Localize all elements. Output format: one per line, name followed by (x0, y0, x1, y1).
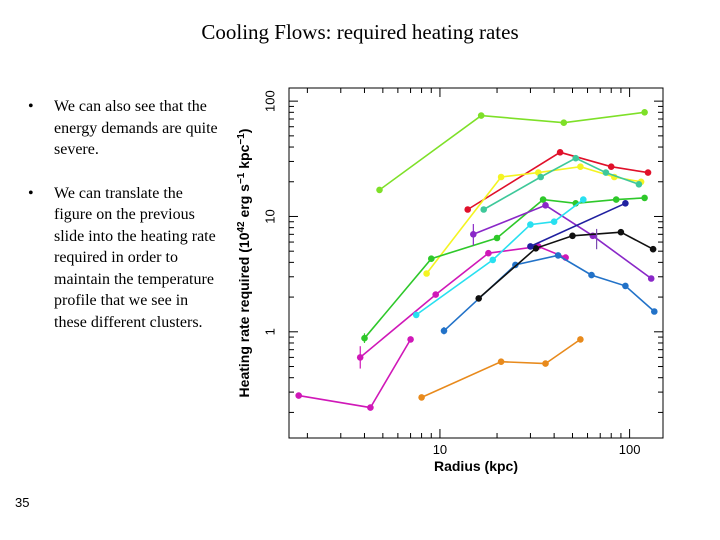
data-point-black (649, 245, 657, 253)
heating-rate-chart: 10 100 1 10 100 Radius (kpc) Heating rate re… (236, 87, 664, 474)
data-point-teal-green (602, 169, 610, 176)
data-point-green (539, 196, 547, 203)
series-line-purple (473, 204, 652, 280)
bullet-item: • We can also see that the energy demand… (28, 96, 218, 161)
series-line-green (363, 197, 645, 339)
data-point-magenta-2 (485, 249, 492, 257)
data-point-light-green (376, 186, 383, 194)
y-label-exp1: 42 (236, 221, 247, 233)
x-tick-label: 100 (619, 442, 641, 457)
x-axis-label: Radius (kpc) (434, 458, 518, 474)
data-point-green (493, 234, 501, 242)
data-point-magenta (367, 404, 374, 411)
data-point-cyan (412, 311, 420, 319)
data-point-purple (647, 275, 655, 282)
y-tick-label: 1 (262, 328, 277, 335)
data-point-black (475, 295, 482, 302)
data-point-magenta (295, 392, 302, 399)
data-point-teal-green (572, 154, 579, 162)
data-point-black (532, 245, 540, 252)
data-point-navy (527, 243, 534, 250)
bullet-text: We can also see that the energy demands … (54, 98, 218, 158)
data-point-blue (512, 261, 519, 269)
data-point-yellow (577, 163, 584, 170)
y-label-end: ) (236, 129, 252, 134)
data-point-orange (542, 360, 549, 367)
data-point-cyan (580, 196, 587, 203)
data-point-red (464, 206, 471, 213)
data-point-navy (622, 200, 629, 207)
series-line-orange (421, 338, 581, 399)
series-line-blue (443, 254, 655, 332)
data-point-blue (554, 252, 562, 259)
data-point-purple (542, 202, 549, 209)
data-point-orange (497, 358, 505, 366)
data-point-yellow (423, 270, 430, 277)
series-group (295, 109, 658, 411)
data-point-blue (651, 308, 658, 315)
data-point-magenta-2 (432, 291, 439, 298)
data-point-green (612, 196, 620, 203)
slide-title: Cooling Flows: required heating rates (201, 20, 519, 44)
bullet-marker: • (28, 184, 34, 202)
data-point-cyan (489, 256, 497, 264)
data-point-blue (622, 282, 629, 290)
bullet-text: We can translate the figure on the previ… (54, 184, 216, 331)
data-point-yellow (497, 173, 505, 181)
data-point-cyan (550, 218, 558, 225)
x-tick-label: 10 (433, 442, 447, 457)
bullet-item: • We can translate the figure on the pre… (28, 183, 218, 334)
data-point-teal-green (480, 206, 487, 213)
y-label-main: Heating rate required (10 (236, 232, 252, 397)
axis-ticks: 10 100 1 10 100 (262, 88, 663, 457)
data-point-green (641, 194, 648, 202)
data-point-black (617, 228, 625, 236)
data-point-blue (588, 271, 595, 279)
data-point-red (644, 169, 652, 176)
data-point-cyan (527, 221, 534, 228)
data-point-orange (577, 336, 584, 343)
y-tick-label: 100 (262, 90, 277, 112)
bullet-marker: • (28, 98, 34, 115)
y-label-mid: erg s (236, 184, 252, 222)
data-point-light-green (477, 112, 485, 119)
series-line-navy (530, 202, 626, 248)
data-point-green (428, 255, 435, 262)
y-label-exp3: −1 (236, 133, 247, 145)
data-point-magenta (407, 336, 414, 343)
data-point-black (569, 232, 576, 240)
y-tick-label: 10 (262, 209, 277, 223)
data-point-red (556, 149, 564, 156)
series-line-magenta-2 (359, 245, 566, 359)
series-line-red (467, 151, 649, 211)
y-label-mid2: kpc (236, 144, 252, 172)
y-axis-label: Heating rate required (1042 erg s−1 kpc−… (236, 129, 252, 398)
plot-frame (288, 87, 664, 439)
data-point-teal-green (537, 173, 544, 181)
data-point-light-green (641, 109, 648, 116)
series-line-light-green (379, 111, 645, 191)
slide-number: 35 (15, 495, 30, 510)
data-point-teal-green (635, 181, 643, 188)
bullet-list: • We can also see that the energy demand… (28, 96, 218, 355)
data-point-orange (418, 394, 425, 401)
data-point-light-green (560, 119, 568, 126)
series-line-magenta (298, 338, 412, 409)
y-label-exp2: −1 (236, 172, 247, 184)
data-point-red (607, 163, 615, 170)
series-line-yellow (425, 165, 642, 274)
